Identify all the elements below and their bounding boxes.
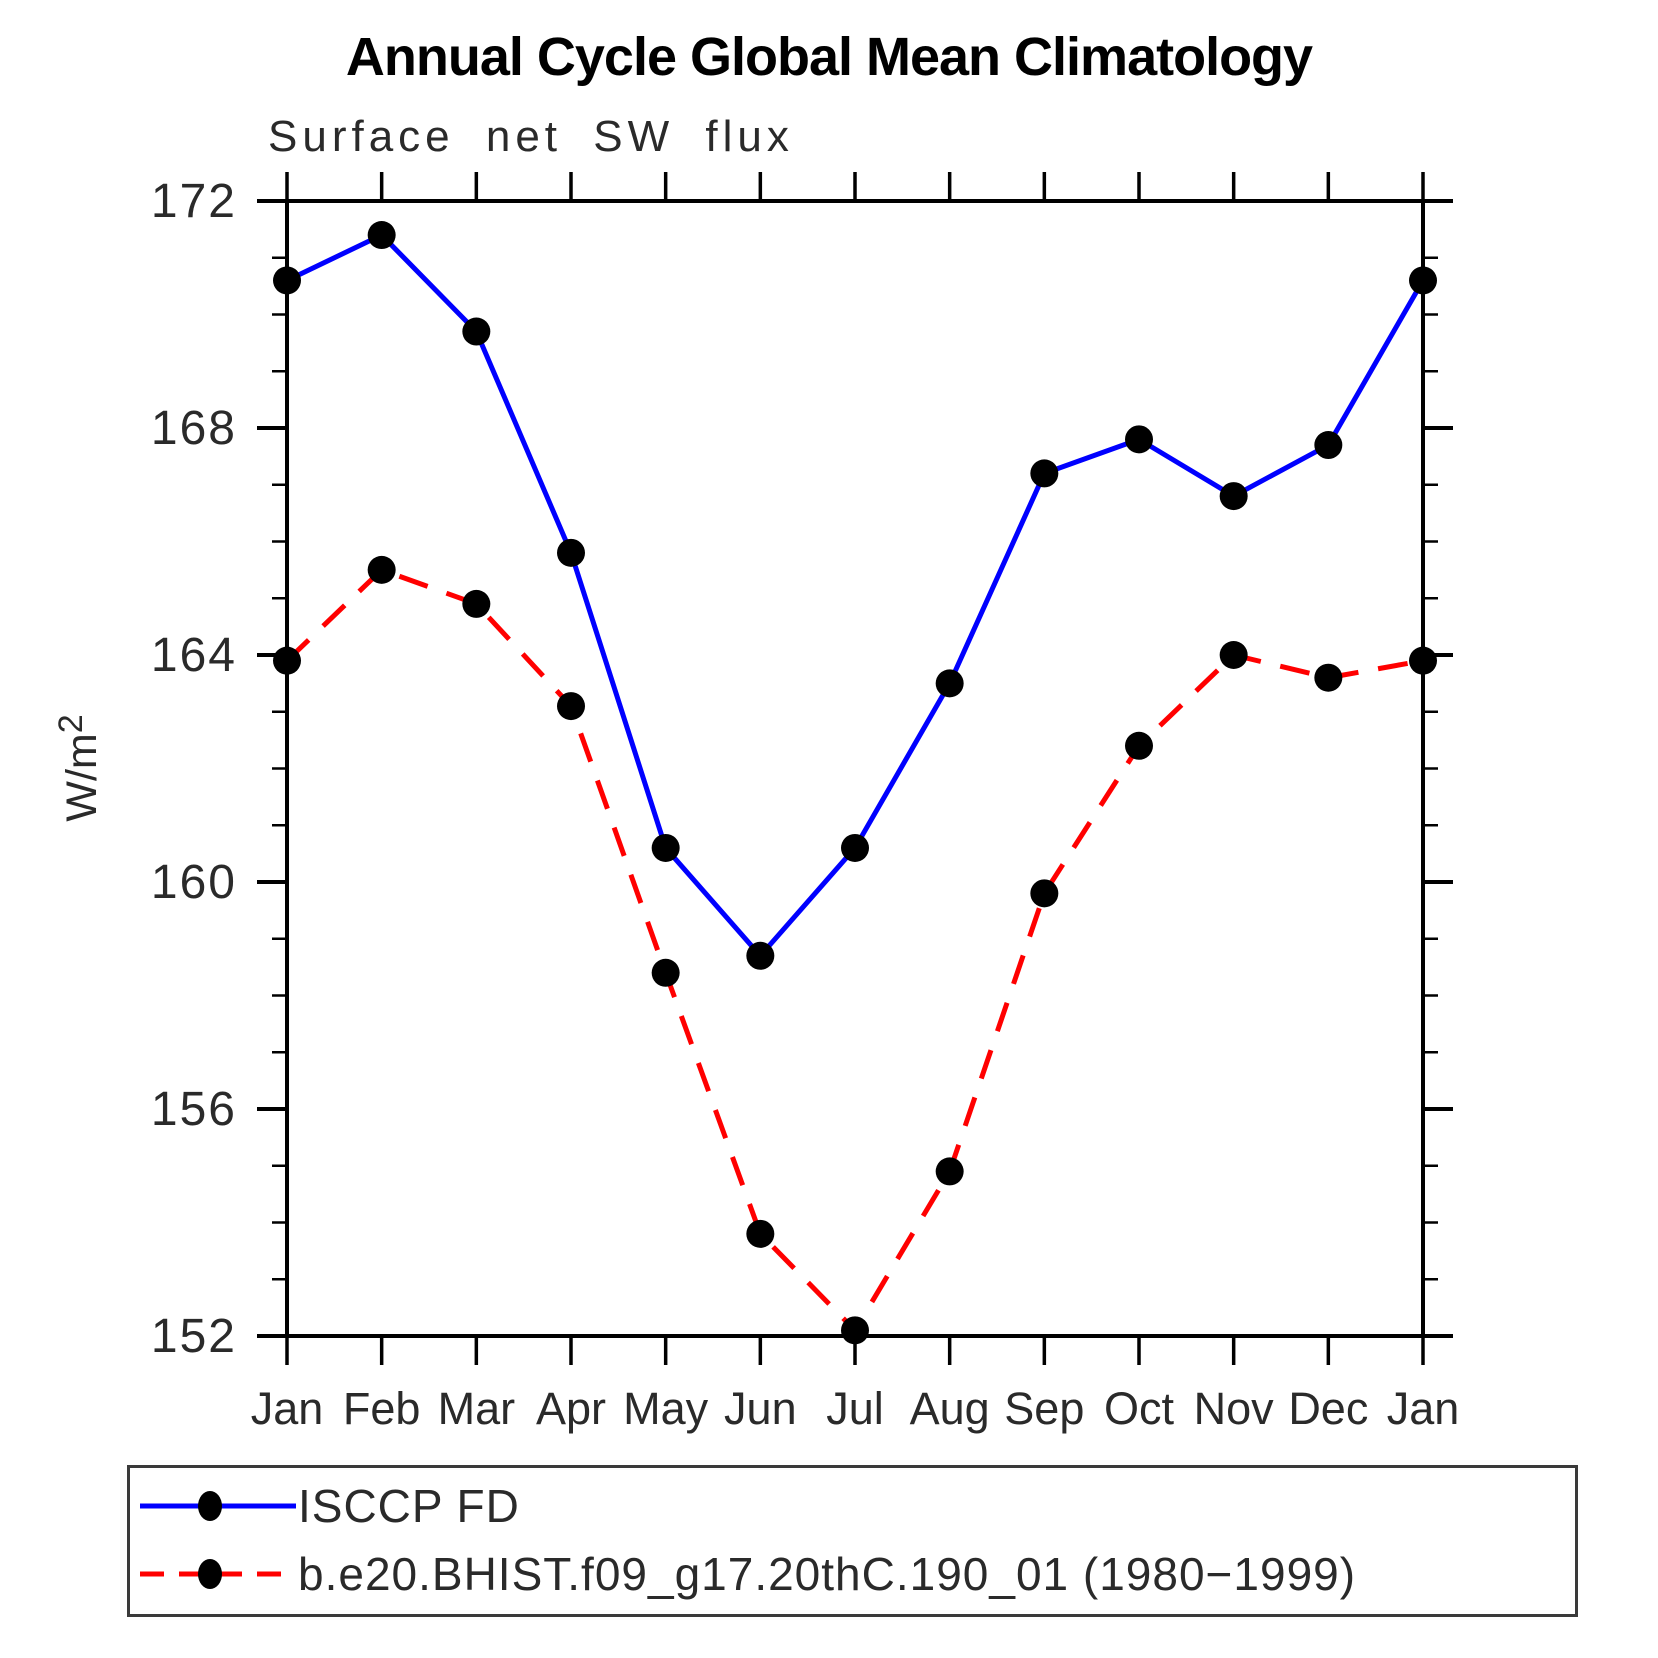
x-tick-label: Apr [536,1383,606,1434]
series-lines [285,232,1426,1335]
data-point-marker [557,538,585,567]
data-point-marker [1314,431,1343,460]
legend-marker [198,1491,222,1521]
data-point-marker [841,833,869,862]
axes [285,199,1425,1338]
y-tick-label: 160 [151,856,237,909]
x-tick-label: Jul [826,1383,884,1434]
y-tick-label: 152 [151,1310,237,1363]
data-point-marker [1219,482,1248,511]
legend-label: b.e20.BHIST.f09_g17.20thC.190_01 (1980−1… [298,1548,1357,1600]
data-point-marker [935,669,964,698]
data-point-marker [746,941,775,970]
x-tick-label: Sep [1004,1383,1084,1434]
legend-entry-model: b.e20.BHIST.f09_g17.20thC.190_01 (1980−1… [138,1544,1356,1604]
data-point-marker [746,1219,775,1248]
series-markers [273,221,1437,1345]
x-tick-label: Feb [343,1383,421,1434]
data-point-marker [651,833,680,862]
y-ticks [257,199,1453,1338]
data-point-marker [651,958,680,987]
x-tick-label: Nov [1194,1383,1275,1434]
data-point-marker [557,692,585,721]
y-tick-labels: 152 156 160 164 168 172 [151,175,237,1363]
legend-line-sample-solid-blue [140,1491,296,1521]
data-point-marker [1125,425,1153,454]
data-point-marker [462,589,491,618]
legend-label: ISCCP FD [298,1480,520,1532]
legend-marker [198,1559,222,1589]
x-tick-label: Jan [251,1383,324,1434]
data-point-marker [935,1157,964,1186]
legend-box: ISCCP FD b.e20.BHIST.f09_g17.20thC.190_0… [127,1465,1578,1617]
data-point-marker [367,221,396,250]
data-point-marker [1030,459,1059,488]
x-tick-label: Dec [1288,1383,1368,1434]
plot-area: 152 156 160 164 168 172 Jan Feb Mar Apr May Jun Jul A… [52,172,1460,1434]
y-tick-label: 156 [151,1083,237,1136]
chart-title: Annual Cycle Global Mean Climatology [345,27,1313,87]
x-ticks [285,172,1425,1365]
x-tick-label: Jan [1387,1383,1460,1434]
x-tick-label: Mar [438,1383,516,1434]
y-tick-label: 172 [151,175,237,228]
y-tick-label: 164 [151,629,237,682]
chart-subtitle: Surface net SW flux [268,112,794,161]
y-axis-title-text: W/m2 [52,714,106,821]
data-point-marker [462,317,491,346]
data-point-marker [1314,663,1343,692]
series-line-1 [285,566,1424,1335]
data-point-marker [1125,731,1153,760]
y-axis-title: W/m2 [52,714,106,821]
y-tick-label: 168 [151,402,237,455]
legend-entry-isccp: ISCCP FD [138,1476,520,1536]
legend-line-sample-dashed-red [140,1559,296,1589]
data-point-marker [1219,641,1248,669]
x-tick-label: Jun [724,1383,797,1434]
x-tick-label: May [623,1383,709,1434]
x-tick-label: Aug [910,1383,990,1434]
x-tick-label: Oct [1104,1383,1175,1434]
data-point-marker [1030,879,1059,908]
data-point-marker [367,555,396,584]
x-tick-labels: Jan Feb Mar Apr May Jun Jul Aug Sep Oct Nov Dec Jan [251,1383,1460,1434]
